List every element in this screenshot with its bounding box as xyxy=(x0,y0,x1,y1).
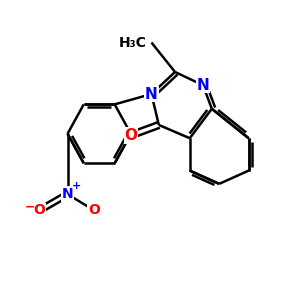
Text: O: O xyxy=(88,203,100,218)
Text: +: + xyxy=(72,181,82,191)
Text: −: − xyxy=(25,201,35,214)
Text: N: N xyxy=(196,78,209,93)
Text: O: O xyxy=(124,128,137,143)
Text: O: O xyxy=(34,203,46,218)
Text: N: N xyxy=(62,187,74,201)
Text: H₃C: H₃C xyxy=(119,35,147,50)
Text: N: N xyxy=(145,87,158,102)
